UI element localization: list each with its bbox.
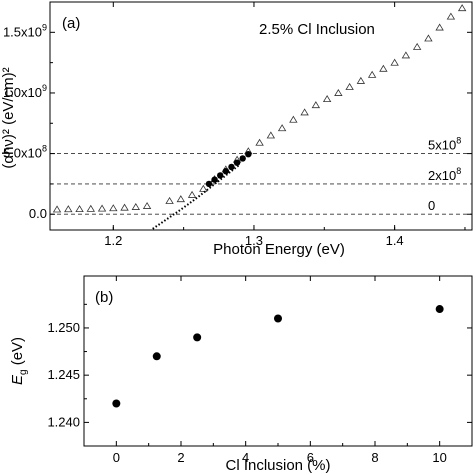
data-point-triangle: [300, 108, 309, 116]
data-point-triangle: [457, 4, 467, 12]
reference-line-label: 2x108: [428, 166, 461, 183]
panel-b-y-tick-label: 1.245: [47, 367, 80, 382]
data-point-triangle: [446, 12, 456, 20]
data-point-fit-region: [217, 172, 224, 179]
panel-a-x-tick-label: 1.3: [245, 233, 263, 248]
data-point-bandgap: [193, 333, 202, 342]
panel-b-label: (b): [95, 289, 113, 306]
panel-b-x-tick-label: 10: [432, 450, 446, 465]
data-point-triangle: [401, 51, 411, 59]
panel-b-x-tick-label: 2: [177, 450, 184, 465]
panel-a: 1.2 1.3 1.4 0.0 5.0x108 1.0x109 1.5x109 5x108 2x…: [0, 1, 473, 258]
data-point-triangle: [345, 82, 354, 90]
panel-a-x-axis-label: Photon Energy (eV): [213, 241, 345, 258]
data-point-triangle: [379, 64, 388, 72]
data-point-fit-region: [211, 176, 218, 183]
data-point-fit-region: [205, 180, 213, 188]
panel-b-frame: [83, 275, 473, 447]
panel-b-x-tick-label: 4: [242, 450, 249, 465]
data-point-triangle: [322, 95, 332, 103]
data-point-fit-region: [239, 155, 246, 162]
data-point-triangle: [390, 58, 399, 66]
panel-a-frame: [49, 1, 473, 231]
data-point-fit-region: [222, 167, 230, 175]
panel-a-x-tick-label: 1.4: [386, 233, 404, 248]
linear-fit-line: [152, 163, 241, 230]
data-point-triangle: [412, 42, 422, 50]
panel-a-y-tick-label: 0.0: [29, 206, 47, 221]
data-point-triangle: [86, 204, 96, 212]
data-point-fit-region: [228, 163, 235, 171]
data-point-triangle: [334, 88, 343, 96]
data-point-triangle: [255, 138, 264, 146]
panel-a-y-axis-label: (αhν)² (eV/cm)²: [0, 67, 17, 168]
data-point-triangle: [165, 196, 174, 204]
data-point-triangle: [277, 124, 287, 132]
data-point-triangle: [97, 204, 107, 212]
panel-b-x-tick-label: 0: [113, 450, 120, 465]
data-point-triangle: [424, 34, 433, 42]
reference-line-label: 5x108: [428, 136, 461, 153]
data-point-triangle: [199, 184, 208, 192]
panel-b-y-tick-label: 1.250: [47, 320, 80, 335]
panel-b-y-tick-label: 1.240: [47, 414, 80, 429]
data-point-triangle: [176, 195, 186, 203]
data-point-triangle: [52, 205, 62, 213]
data-point-triangle: [289, 115, 298, 123]
panel-b-x-tick-label: 6: [307, 450, 314, 465]
data-point-triangle: [356, 76, 366, 84]
data-point-triangle: [109, 204, 118, 212]
data-point-bandgap: [152, 352, 161, 361]
data-point-triangle: [120, 203, 129, 211]
panel-b-y-axis-label: Eg (eV): [9, 337, 29, 385]
panel-a-y-tick-label: 5.0x108: [3, 144, 47, 161]
panel-a-y-tick-label: 1.0x109: [3, 83, 47, 100]
data-point-fit-region: [233, 159, 241, 166]
data-point-triangle: [435, 23, 444, 31]
data-point-triangle: [266, 131, 276, 139]
reference-line-label: 0: [428, 198, 435, 213]
data-point-triangle: [187, 190, 197, 198]
data-point-bandgap: [274, 314, 282, 323]
panel-a-y-tick-label: 1.5x109: [3, 22, 47, 39]
panel-a-annotation: 2.5% Cl Inclusion: [259, 21, 375, 38]
data-point-triangle: [64, 205, 73, 213]
data-point-triangle: [131, 202, 141, 210]
data-point-triangle: [367, 70, 377, 78]
panel-a-x-tick-label: 1.2: [104, 233, 122, 248]
data-point-fit-region: [245, 151, 252, 158]
panel-b: 0 2 4 6 8 10 1.240 1.245 1.250 (b) Cl Inclusion …: [9, 275, 473, 474]
panel-b-x-axis-label: Cl Inclusion (%): [225, 457, 330, 474]
data-point-bandgap: [435, 305, 444, 314]
data-point-triangle: [75, 205, 84, 213]
data-point-triangle: [142, 202, 152, 209]
data-point-triangle: [311, 101, 321, 109]
panel-a-label: (a): [62, 15, 80, 32]
panel-b-x-tick-label: 8: [371, 450, 378, 465]
data-point-bandgap: [112, 399, 121, 408]
